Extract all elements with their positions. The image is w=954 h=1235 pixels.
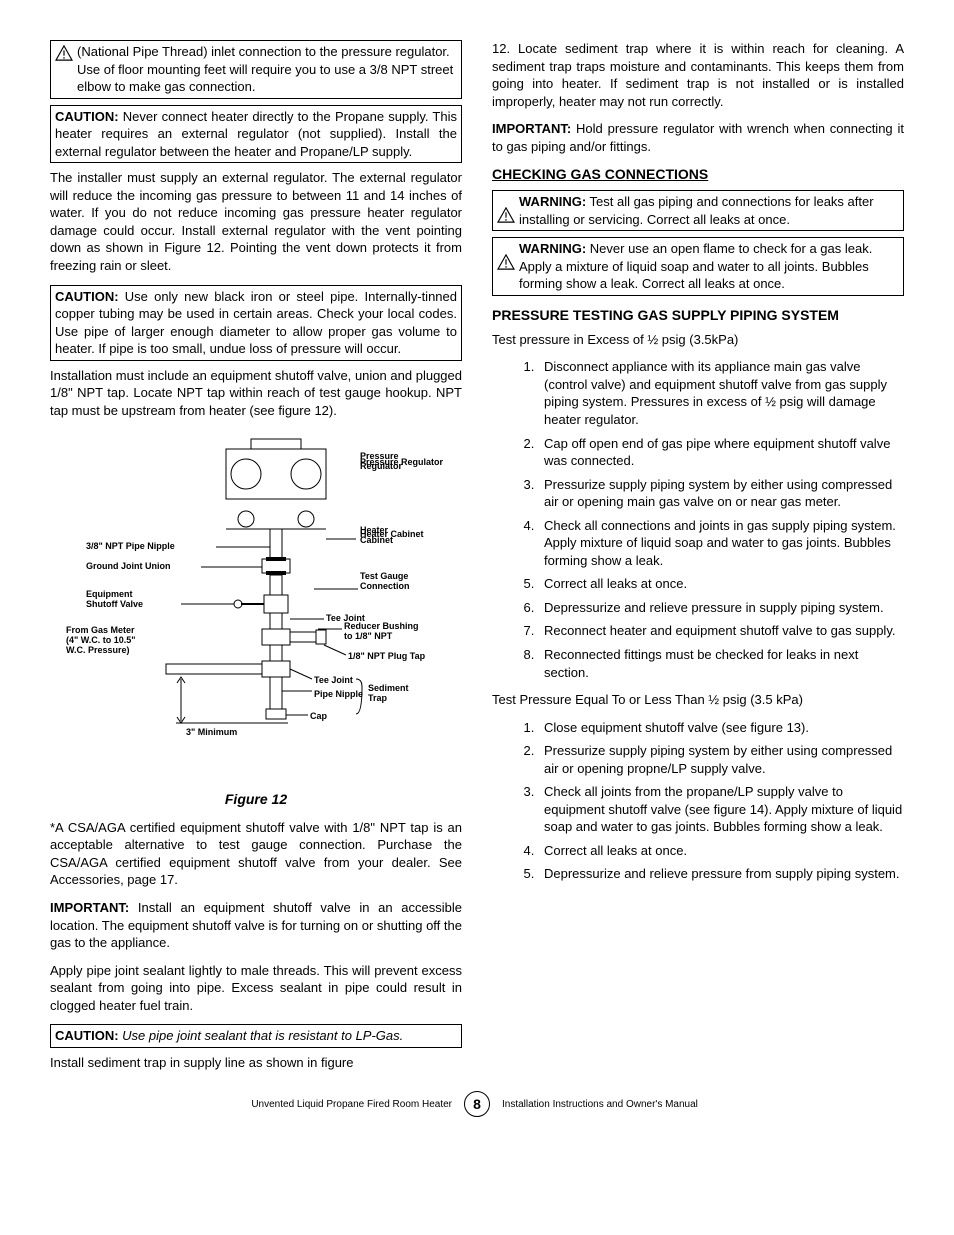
list-equal-pressure: Close equipment shutoff valve (see figur…	[492, 719, 904, 883]
svg-text:HeaterCabinet: HeaterCabinet	[360, 525, 393, 545]
svg-text:Ground Joint Union: Ground Joint Union	[86, 561, 171, 571]
warning-box-1: WARNING: Test all gas piping and connect…	[492, 190, 904, 231]
paragraph-test-equal: Test Pressure Equal To or Less Than ½ ps…	[492, 691, 904, 709]
svg-text:From Gas Meter(4" W.C. to 10.5: From Gas Meter(4" W.C. to 10.5"W.C. Pres…	[66, 625, 136, 655]
page-footer: Unvented Liquid Propane Fired Room Heate…	[50, 1091, 904, 1117]
list-item: Pressurize supply piping system by eithe…	[538, 476, 904, 511]
paragraph-shutoff: Installation must include an equipment s…	[50, 367, 462, 420]
caution-box-1: (National Pipe Thread) inlet connection …	[50, 40, 462, 99]
figure-12: Pressure Regulator Heater Cabinet Test G…	[50, 429, 462, 808]
caution-box-4: CAUTION: Use pipe joint sealant that is …	[50, 1024, 462, 1048]
subsection-pressure-testing: PRESSURE TESTING GAS SUPPLY PIPING SYSTE…	[492, 306, 904, 325]
caution-box-3: CAUTION: Use only new black iron or stee…	[50, 285, 462, 361]
list-item: Check all joints from the propane/LP sup…	[538, 783, 904, 836]
list-item: Depressurize and relieve pressure from s…	[538, 865, 904, 883]
svg-text:SedimentTrap: SedimentTrap	[368, 683, 409, 703]
svg-text:3" Minimum: 3" Minimum	[186, 727, 237, 737]
svg-text:Tee Joint: Tee Joint	[314, 675, 353, 685]
list-item: Pressurize supply piping system by eithe…	[538, 742, 904, 777]
important-label: IMPORTANT:	[492, 121, 571, 136]
caution-4-text: Use pipe joint sealant that is resistant…	[119, 1028, 404, 1043]
svg-text:3/8" NPT Pipe Nipple: 3/8" NPT Pipe Nipple	[86, 541, 175, 551]
page-number: 8	[464, 1091, 490, 1117]
warning-icon	[55, 45, 73, 61]
list-item: Correct all leaks at once.	[538, 842, 904, 860]
svg-text:EquipmentShutoff Valve: EquipmentShutoff Valve	[86, 589, 143, 609]
svg-text:Reducer Bushingto 1/8" NPT: Reducer Bushingto 1/8" NPT	[344, 621, 419, 641]
list-excess-pressure: Disconnect appliance with its appliance …	[492, 358, 904, 681]
caution-1-text: (National Pipe Thread) inlet connection …	[77, 43, 457, 96]
paragraph-csa-note: *A CSA/AGA certified equipment shutoff v…	[50, 819, 462, 889]
left-column: (National Pipe Thread) inlet connection …	[50, 40, 462, 1071]
list-item: Depressurize and relieve pressure in sup…	[538, 599, 904, 617]
figure-12-svg: Pressure Regulator Heater Cabinet Test G…	[56, 429, 456, 779]
svg-text:Cap: Cap	[310, 711, 328, 721]
right-column: 12. Locate sediment trap where it is wit…	[492, 40, 904, 1071]
caution-label: CAUTION:	[55, 289, 119, 304]
paragraph-important-1: IMPORTANT: Install an equipment shutoff …	[50, 899, 462, 952]
figure-caption: Figure 12	[50, 790, 462, 809]
paragraph-sediment-cont: 12. Locate sediment trap where it is wit…	[492, 40, 904, 110]
svg-text:PressureRegulator: PressureRegulator	[360, 451, 403, 471]
page-columns: (National Pipe Thread) inlet connection …	[50, 40, 904, 1071]
warning-label: WARNING:	[519, 241, 586, 256]
warning-icon	[497, 254, 515, 270]
important-label: IMPORTANT:	[50, 900, 129, 915]
list-item: Cap off open end of gas pipe where equip…	[538, 435, 904, 470]
list-item: Disconnect appliance with its appliance …	[538, 358, 904, 428]
section-checking-gas: CHECKING GAS CONNECTIONS	[492, 165, 904, 184]
paragraph-important-2: IMPORTANT: Hold pressure regulator with …	[492, 120, 904, 155]
caution-label: CAUTION:	[55, 1028, 119, 1043]
svg-text:Pipe Nipple: Pipe Nipple	[314, 689, 363, 699]
list-item: Reconnect heater and equipment shutoff v…	[538, 622, 904, 640]
list-item: Reconnected fittings must be checked for…	[538, 646, 904, 681]
warning-label: WARNING:	[519, 194, 586, 209]
paragraph-test-excess: Test pressure in Excess of ½ psig (3.5kP…	[492, 331, 904, 349]
paragraph-sealant: Apply pipe joint sealant lightly to male…	[50, 962, 462, 1015]
caution-label: CAUTION:	[55, 109, 119, 124]
svg-text:Test GaugeConnection: Test GaugeConnection	[360, 571, 410, 591]
list-item: Correct all leaks at once.	[538, 575, 904, 593]
footer-right: Installation Instructions and Owner's Ma…	[502, 1098, 904, 1112]
footer-left: Unvented Liquid Propane Fired Room Heate…	[50, 1098, 452, 1112]
warning-box-2: WARNING: Never use an open flame to chec…	[492, 237, 904, 296]
paragraph-regulator: The installer must supply an external re…	[50, 169, 462, 274]
warning-icon	[497, 207, 515, 223]
paragraph-sediment: Install sediment trap in supply line as …	[50, 1054, 462, 1072]
svg-text:1/8" NPT Plug Tap: 1/8" NPT Plug Tap	[348, 651, 426, 661]
caution-box-2: CAUTION: Never connect heater directly t…	[50, 105, 462, 164]
list-item: Check all connections and joints in gas …	[538, 517, 904, 570]
list-item: Close equipment shutoff valve (see figur…	[538, 719, 904, 737]
